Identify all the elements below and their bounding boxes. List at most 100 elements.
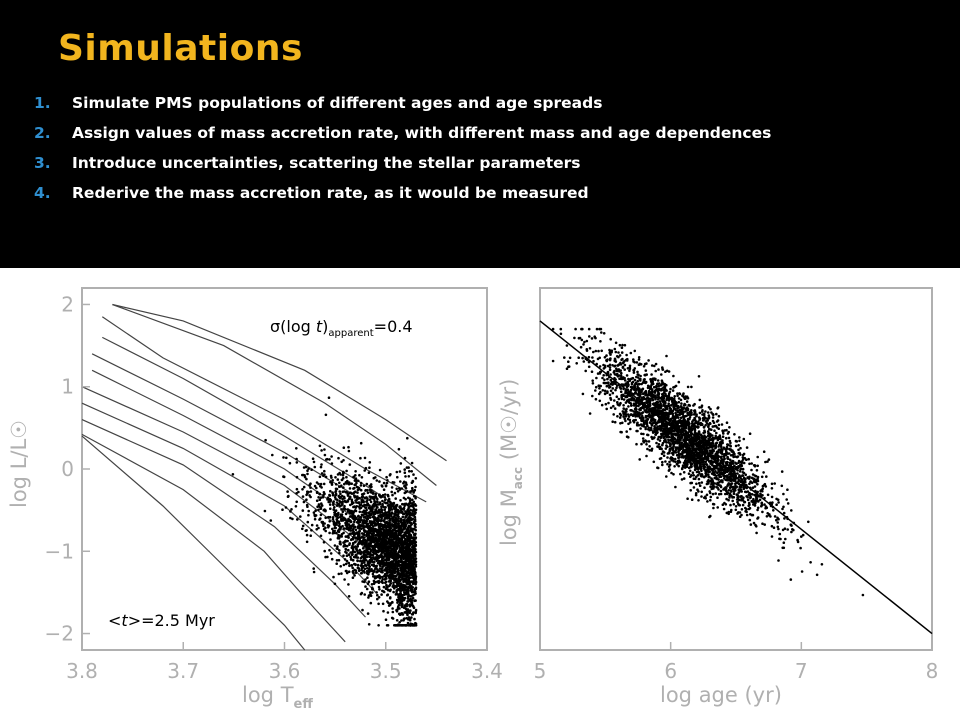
hr-point bbox=[348, 543, 351, 546]
hr-y-tick: 1 bbox=[61, 375, 74, 399]
acc-point bbox=[676, 394, 679, 398]
hr-point bbox=[399, 612, 403, 615]
acc-point bbox=[581, 327, 584, 331]
hr-point bbox=[349, 520, 352, 524]
hr-point bbox=[399, 518, 403, 521]
hr-point bbox=[330, 557, 334, 561]
hr-point bbox=[312, 567, 316, 570]
acc-point bbox=[609, 378, 613, 382]
hr-point bbox=[386, 593, 390, 596]
acc-point bbox=[602, 374, 605, 377]
hr-point bbox=[369, 490, 372, 494]
hr-point bbox=[370, 541, 373, 544]
hr-point bbox=[375, 503, 378, 507]
hr-point bbox=[376, 575, 379, 578]
acc-point bbox=[689, 489, 692, 492]
hr-point bbox=[353, 574, 356, 577]
acc-point bbox=[667, 438, 670, 442]
acc-point bbox=[660, 373, 663, 376]
hr-point bbox=[323, 453, 327, 457]
hr-point bbox=[370, 558, 374, 562]
acc-point bbox=[742, 437, 746, 441]
hr-point bbox=[356, 525, 360, 529]
hr-point bbox=[409, 595, 413, 598]
hr-point bbox=[400, 564, 404, 567]
acc-point bbox=[583, 340, 586, 344]
acc-point bbox=[666, 456, 669, 459]
hr-point bbox=[414, 525, 417, 529]
hr-point bbox=[397, 603, 401, 607]
hr-point bbox=[406, 559, 409, 563]
acc-point bbox=[598, 372, 602, 375]
hr-point bbox=[330, 476, 333, 479]
hr-point bbox=[409, 518, 413, 522]
hr-point bbox=[368, 516, 372, 519]
hr-point bbox=[341, 500, 344, 504]
hr-point bbox=[375, 479, 379, 482]
hr-point bbox=[385, 566, 388, 570]
acc-point bbox=[759, 489, 762, 493]
hr-point bbox=[312, 511, 316, 514]
hr-point bbox=[297, 490, 300, 494]
hr-point bbox=[340, 484, 343, 487]
hr-point bbox=[413, 599, 417, 602]
hr-point bbox=[403, 550, 407, 554]
hr-point bbox=[360, 571, 364, 575]
acc-point bbox=[748, 506, 752, 510]
hr-point bbox=[350, 502, 354, 506]
hr-point bbox=[406, 600, 409, 603]
hr-point bbox=[402, 506, 406, 510]
hr-point bbox=[398, 578, 402, 582]
hr-point bbox=[287, 494, 290, 498]
hr-point bbox=[344, 535, 348, 538]
hr-point bbox=[386, 548, 389, 551]
acc-point bbox=[734, 444, 738, 448]
hr-point bbox=[414, 621, 417, 625]
acc-point bbox=[679, 398, 683, 402]
hr-point bbox=[305, 493, 308, 497]
hr-point bbox=[357, 522, 360, 525]
hr-point bbox=[388, 569, 392, 572]
acc-point bbox=[563, 356, 566, 359]
hr-point bbox=[365, 587, 369, 591]
acc-point bbox=[705, 463, 709, 467]
hr-point bbox=[372, 560, 376, 564]
hr-point bbox=[387, 514, 391, 518]
hr-point bbox=[365, 500, 369, 503]
steps-list: 1. Simulate PMS populations of different … bbox=[34, 94, 771, 214]
acc-point bbox=[742, 496, 745, 499]
hr-point bbox=[344, 512, 348, 516]
hr-point bbox=[377, 585, 381, 589]
hr-point bbox=[371, 528, 374, 531]
hr-point bbox=[392, 529, 395, 532]
acc-point bbox=[685, 395, 689, 398]
hr-point bbox=[330, 462, 334, 465]
hr-point bbox=[362, 509, 366, 512]
hr-point bbox=[336, 478, 340, 481]
acc-point bbox=[749, 492, 752, 496]
hr-point bbox=[335, 559, 339, 562]
hr-point bbox=[404, 510, 408, 513]
hr-point bbox=[396, 536, 400, 539]
hr-point bbox=[306, 469, 309, 472]
hr-point bbox=[380, 484, 384, 487]
hr-point bbox=[380, 579, 384, 583]
hr-point bbox=[391, 552, 395, 555]
hr-point bbox=[400, 597, 403, 600]
hr-point bbox=[334, 476, 337, 479]
hr-point bbox=[358, 473, 361, 477]
hr-point bbox=[395, 543, 398, 547]
hr-point bbox=[332, 501, 335, 505]
hr-point bbox=[361, 535, 364, 539]
hr-point bbox=[372, 570, 376, 574]
hr-point bbox=[373, 529, 377, 532]
hr-point bbox=[305, 477, 308, 481]
acc-point bbox=[673, 395, 676, 398]
hr-point bbox=[393, 535, 397, 539]
hr-point bbox=[406, 490, 409, 493]
acc-point bbox=[620, 351, 624, 354]
hr-point bbox=[396, 510, 400, 514]
acc-point bbox=[692, 486, 696, 489]
hr-point bbox=[367, 547, 371, 550]
